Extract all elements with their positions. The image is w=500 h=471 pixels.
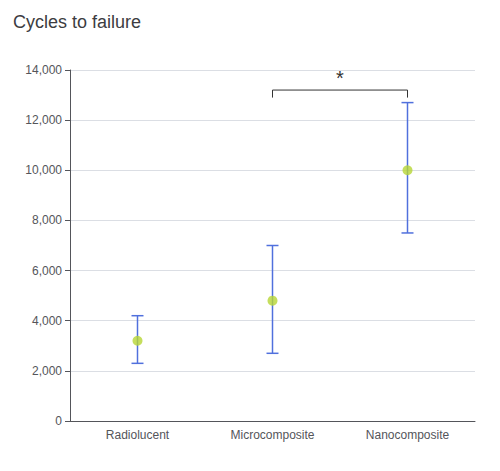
svg-text:14,000: 14,000: [25, 63, 62, 77]
svg-text:0: 0: [55, 414, 62, 428]
svg-text:Radiolucent: Radiolucent: [106, 428, 170, 442]
svg-text:2,000: 2,000: [32, 364, 62, 378]
svg-text:Nanocomposite: Nanocomposite: [366, 428, 450, 442]
svg-text:4,000: 4,000: [32, 314, 62, 328]
svg-text:8,000: 8,000: [32, 213, 62, 227]
svg-text:12,000: 12,000: [25, 113, 62, 127]
svg-text:Cycles to failure: Cycles to failure: [13, 12, 141, 32]
svg-text:*: *: [336, 67, 344, 89]
svg-text:Microcomposite: Microcomposite: [230, 428, 314, 442]
svg-text:6,000: 6,000: [32, 264, 62, 278]
svg-text:10,000: 10,000: [25, 163, 62, 177]
